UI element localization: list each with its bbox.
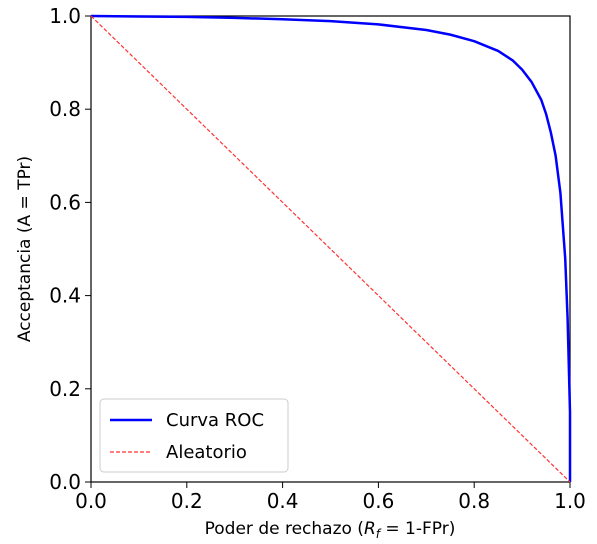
plot-frame xyxy=(90,15,571,483)
x-tick-label: 0.2 xyxy=(171,489,203,513)
series-aleatorio-line xyxy=(90,15,571,483)
legend-random-label: Aleatorio xyxy=(166,442,247,463)
series-layer xyxy=(90,14,572,483)
series-roc-line xyxy=(90,14,572,482)
y-tick-label: 0.0 xyxy=(49,470,81,494)
x-tick-label: 1.0 xyxy=(554,489,586,513)
x-tick-label: 0.8 xyxy=(458,489,490,513)
y-tick-label: 0.6 xyxy=(49,190,81,214)
x-tick-label: 0.6 xyxy=(362,489,394,513)
legend-roc-label: Curva ROC xyxy=(166,410,264,431)
y-tick-label: 0.8 xyxy=(49,97,81,121)
axis-ticks: 0.0 0.2 0.4 0.6 0.8 1.0 0.0 0.2 0.4 0.6 0.8 1.0 xyxy=(49,4,586,513)
legend-box xyxy=(99,398,289,473)
y-tick-label: 0.2 xyxy=(49,377,81,401)
y-tick-label: 0.4 xyxy=(49,284,81,308)
y-axis-label: Acceptancia (A = TPr) xyxy=(15,156,35,342)
y-tick-label: 1.0 xyxy=(49,4,81,28)
x-tick-label: 0.4 xyxy=(267,489,299,513)
x-axis-label: Poder de rechazo (Rf = 1-FPr) xyxy=(205,519,456,541)
legend: Curva ROC Aleatorio xyxy=(99,398,289,473)
x-tick-label: 0.0 xyxy=(75,489,107,513)
